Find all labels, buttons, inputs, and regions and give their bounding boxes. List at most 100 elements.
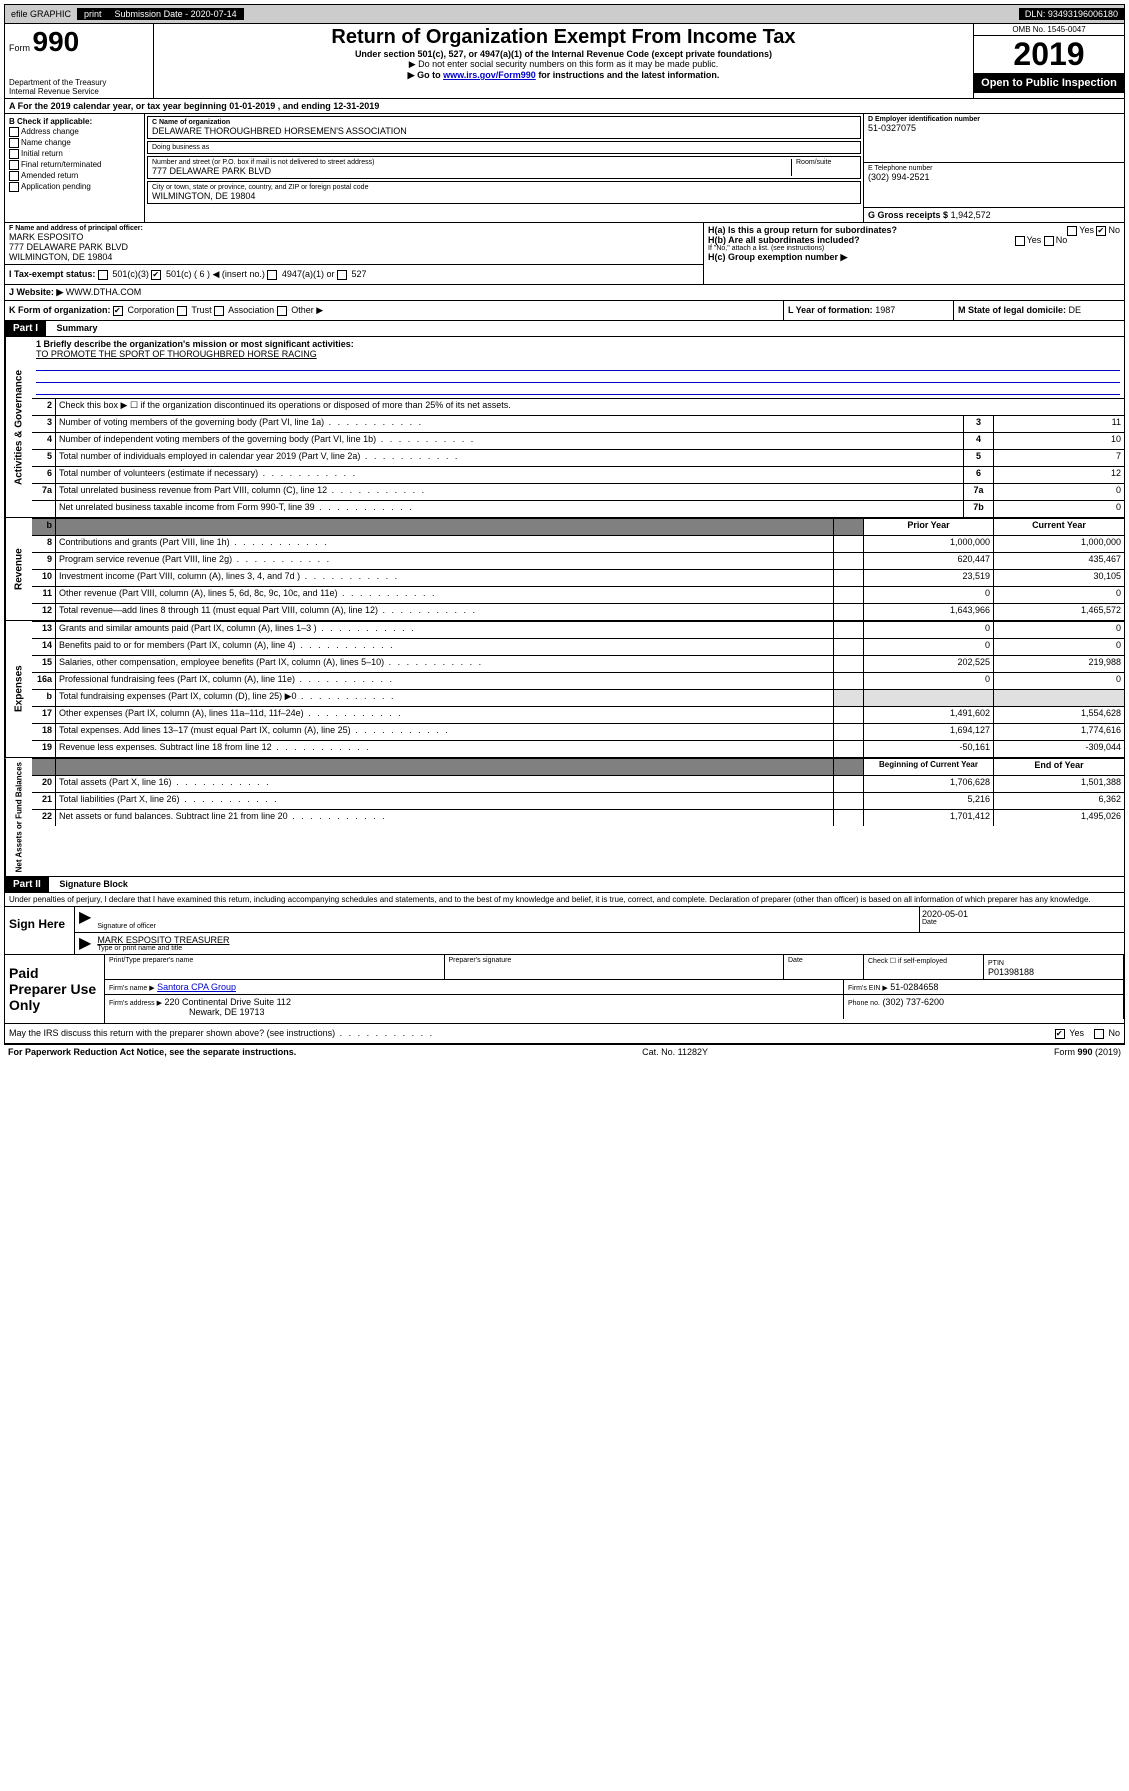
cb-name-change[interactable]: Name change [21, 138, 71, 147]
subtitle-1: Under section 501(c), 527, or 4947(a)(1)… [158, 49, 969, 59]
opt-527: 527 [351, 269, 366, 279]
officer-name-title: MARK ESPOSITO TREASURER [97, 935, 1122, 945]
sign-here-label: Sign Here [5, 907, 75, 954]
hb-no-cb[interactable] [1044, 236, 1054, 246]
subtitle-2: ▶ Do not enter social security numbers o… [158, 59, 969, 70]
ha-no-cb[interactable] [1096, 226, 1106, 236]
netassets-block: Net Assets or Fund Balances Beginning of… [4, 758, 1125, 877]
d-label: D Employer identification number [868, 116, 1120, 123]
section-bcdeg: B Check if applicable: Address change Na… [4, 114, 1125, 223]
l-label: L Year of formation: [788, 305, 873, 315]
efile-label: efile GRAPHIC [5, 8, 78, 20]
table-row: 10Investment income (Part VIII, column (… [32, 569, 1124, 586]
table-row: 21Total liabilities (Part X, line 26)5,2… [32, 792, 1124, 809]
ein: 51-0327075 [868, 123, 1120, 133]
cb-assoc[interactable] [214, 306, 224, 316]
vlabel-governance: Activities & Governance [5, 337, 32, 517]
check-self-emp: Check ☐ if self-employed [864, 955, 984, 979]
f-label: F Name and address of principal officer: [9, 225, 699, 232]
ha-yes-cb[interactable] [1067, 226, 1077, 236]
cb-other[interactable] [277, 306, 287, 316]
table-row: 11Other revenue (Part VIII, column (A), … [32, 586, 1124, 603]
part1-title: Summary [49, 323, 98, 333]
part-1: Part I Summary [4, 321, 1125, 337]
website: WWW.DTHA.COM [66, 287, 142, 297]
ptin-label: PTIN [988, 960, 1004, 967]
cb-final-return[interactable]: Final return/terminated [21, 160, 101, 169]
cb-trust[interactable] [177, 306, 187, 316]
cb-501c[interactable] [151, 270, 161, 280]
table-row: 5Total number of individuals employed in… [32, 449, 1124, 466]
discuss-yes-cb[interactable] [1055, 1029, 1065, 1039]
hb-no: No [1056, 235, 1068, 245]
sign-here-block: Sign Here ▶ Signature of officer 2020-05… [4, 907, 1125, 955]
firm-addr1: 220 Continental Drive Suite 112 [165, 997, 291, 1007]
table-row: 20Total assets (Part X, line 16)1,706,62… [32, 775, 1124, 792]
ptin: P01398188 [988, 967, 1034, 977]
prep-phone: (302) 737-6200 [882, 997, 944, 1007]
opt-trust: Trust [191, 305, 211, 315]
print-button[interactable]: print [78, 8, 109, 20]
part1-header: Part I [5, 321, 46, 336]
i-label: I Tax-exempt status: [9, 269, 95, 279]
firm-ein-label: Firm's EIN ▶ [848, 985, 888, 992]
col-begin: Beginning of Current Year [864, 759, 994, 775]
cb-initial-return[interactable]: Initial return [21, 149, 63, 158]
table-row: 4Number of independent voting members of… [32, 432, 1124, 449]
prep-name-label: Print/Type preparer's name [105, 955, 445, 979]
discuss-row: May the IRS discuss this return with the… [4, 1024, 1125, 1044]
part-2: Part II Signature Block [4, 877, 1125, 893]
form-header: Form 990 Department of the Treasury Inte… [4, 24, 1125, 99]
part2-header: Part II [5, 877, 49, 892]
phone-label: Phone no. [848, 1000, 880, 1007]
form-title: Return of Organization Exempt From Incom… [158, 26, 969, 49]
section-klm: K Form of organization: Corporation Trus… [4, 301, 1125, 321]
b-label: B Check if applicable: [9, 117, 140, 126]
cb-amended[interactable]: Amended return [21, 171, 78, 180]
hb-note: If "No," attach a list. (see instruction… [708, 245, 1120, 252]
table-row: 12Total revenue—add lines 8 through 11 (… [32, 603, 1124, 620]
discuss-no-cb[interactable] [1094, 1029, 1104, 1039]
cb-corp[interactable] [113, 306, 123, 316]
cb-527[interactable] [337, 270, 347, 280]
ha-label: H(a) Is this a group return for subordin… [708, 225, 897, 235]
cb-address-change[interactable]: Address change [21, 127, 79, 136]
m-label: M State of legal domicile: [958, 305, 1066, 315]
e-label: E Telephone number [868, 165, 1120, 172]
revenue-block: Revenue b Prior Year Current Year 8Contr… [4, 518, 1125, 621]
efile-topbar: efile GRAPHIC print Submission Date - 20… [4, 4, 1125, 24]
footer-right: Form 990 (2019) [1054, 1047, 1121, 1057]
paid-preparer-block: Paid Preparer Use Only Print/Type prepar… [4, 955, 1125, 1024]
table-row: bTotal fundraising expenses (Part IX, co… [32, 689, 1124, 706]
table-row: 6Total number of volunteers (estimate if… [32, 466, 1124, 483]
addr-label: Number and street (or P.O. box if mail i… [152, 159, 791, 166]
discuss-no: No [1108, 1028, 1120, 1038]
opt-assoc: Association [228, 305, 274, 315]
opt-501c: 501(c) ( 6 ) ◀ (insert no.) [166, 269, 265, 279]
section-b: B Check if applicable: Address change Na… [5, 114, 145, 222]
section-fhi: F Name and address of principal officer:… [4, 223, 1125, 285]
table-row: 16aProfessional fundraising fees (Part I… [32, 672, 1124, 689]
state-domicile: DE [1069, 305, 1082, 315]
ha-yes: Yes [1079, 225, 1094, 235]
sig-date: 2020-05-01 [922, 909, 1122, 919]
dln: DLN: 93493196006180 [1019, 8, 1124, 20]
g-label: G Gross receipts $ [868, 210, 948, 220]
col-end: End of Year [994, 759, 1124, 775]
cb-501c3[interactable] [98, 270, 108, 280]
arrow-icon: ▶ [75, 907, 95, 932]
cb-4947[interactable] [267, 270, 277, 280]
vlabel-expenses: Expenses [5, 621, 32, 757]
cb-app-pending[interactable]: Application pending [21, 182, 91, 191]
date-label: Date [922, 919, 1122, 926]
footer: For Paperwork Reduction Act Notice, see … [4, 1044, 1125, 1059]
vlabel-revenue: Revenue [5, 518, 32, 620]
section-a: A For the 2019 calendar year, or tax yea… [4, 99, 1125, 114]
footer-left: For Paperwork Reduction Act Notice, see … [8, 1047, 296, 1057]
submission-date: Submission Date - 2020-07-14 [109, 8, 244, 20]
irs-link[interactable]: www.irs.gov/Form990 [443, 70, 536, 80]
firm-ein: 51-0284658 [890, 982, 938, 992]
table-row: 8Contributions and grants (Part VIII, li… [32, 535, 1124, 552]
hb-yes-cb[interactable] [1015, 236, 1025, 246]
firm-name[interactable]: Santora CPA Group [157, 982, 236, 992]
